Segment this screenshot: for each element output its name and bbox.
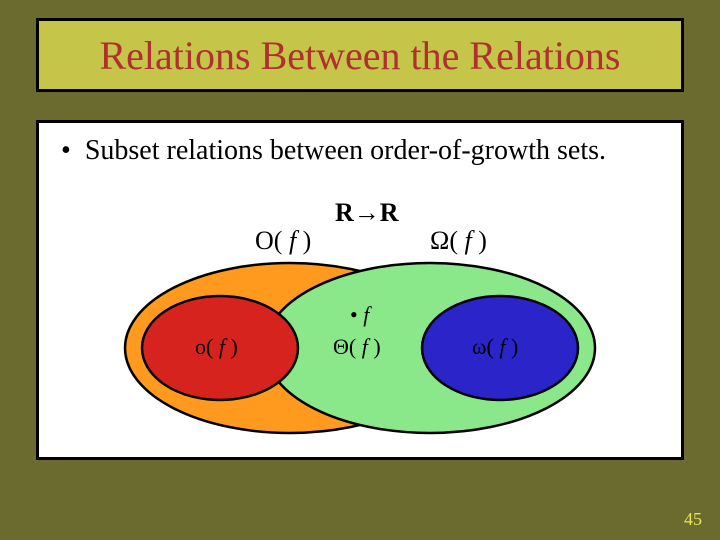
label-theta: Θ( f ) [333, 334, 381, 360]
label-little-omega: ω( f ) [472, 334, 518, 360]
label-big-omega: Ω( f ) [430, 226, 487, 256]
label-f-point: • f [350, 302, 369, 328]
label-little-o: o( f ) [195, 334, 238, 360]
label-big-o: O( f ) [255, 226, 311, 256]
slide: Relations Between the Relations • Subset… [0, 0, 720, 540]
bullet-content: Subset relations between order-of-growth… [85, 135, 606, 166]
venn-diagram: R→R O( f ) Ω( f ) • f o( f ) Θ( f ) ω( f… [90, 230, 630, 450]
bullet-marker: • [61, 135, 85, 166]
bullet-text: • Subset relations between order-of-grow… [61, 135, 661, 167]
slide-title: Relations Between the Relations [100, 32, 621, 79]
label-universe-text: R→R [335, 198, 399, 227]
page-number: 45 [684, 509, 702, 530]
label-universe: R→R [335, 198, 399, 228]
title-box: Relations Between the Relations [36, 18, 684, 92]
